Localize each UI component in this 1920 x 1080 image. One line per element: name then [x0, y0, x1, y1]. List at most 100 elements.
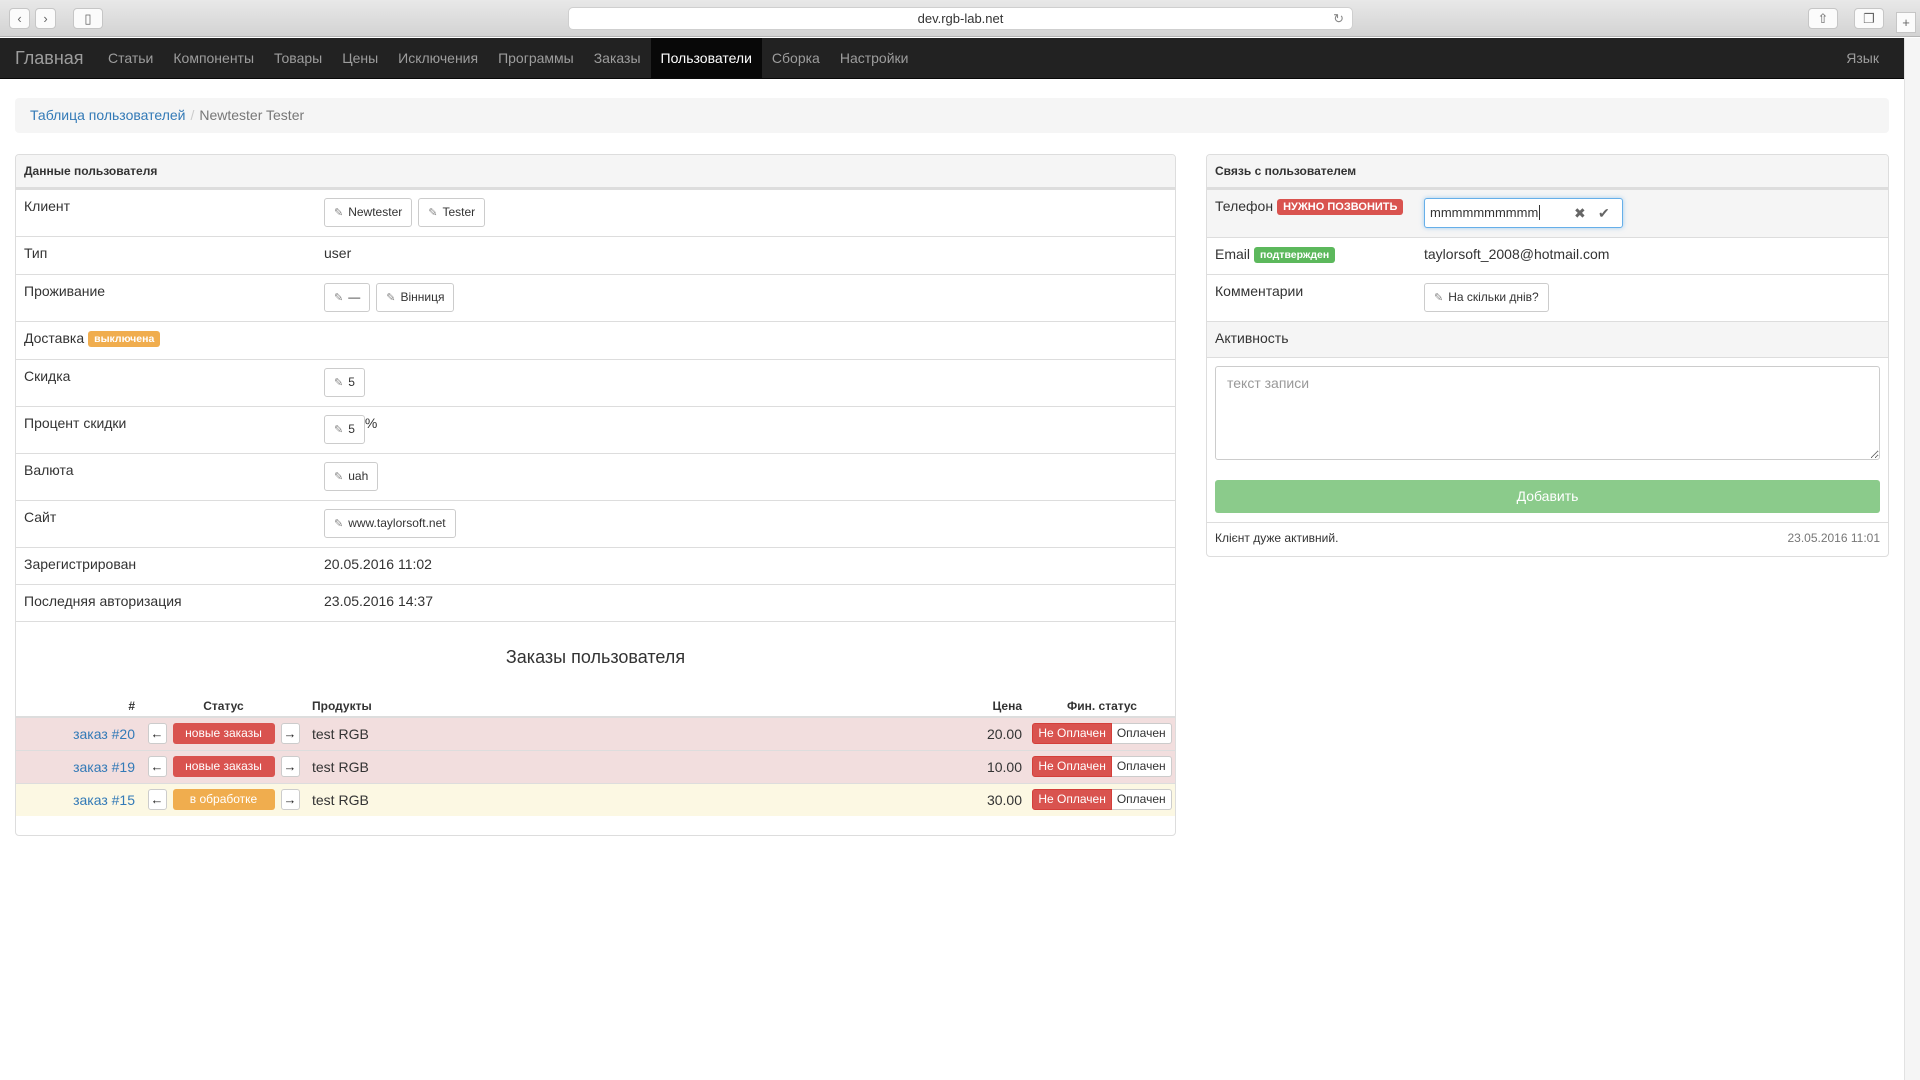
edit-country-button[interactable]: ✎ — — [324, 283, 371, 312]
back-button[interactable]: ‹ — [9, 8, 30, 29]
arrow-right-icon[interactable]: → — [280, 756, 300, 777]
order-link[interactable]: заказ #15 — [73, 791, 135, 808]
edit-discount-percent-button[interactable]: ✎ 5 — [324, 415, 365, 444]
email-verified-badge: подтвержден — [1254, 247, 1336, 263]
field-label: Проживание — [24, 283, 106, 299]
sidebar-toggle-icon[interactable]: ▯ — [73, 8, 103, 29]
nav-brand[interactable]: Главная — [15, 48, 84, 68]
order-link[interactable]: заказ #20 — [73, 725, 135, 742]
registered-value: 20.05.2016 11:02 — [324, 556, 432, 572]
breadcrumb-separator: / — [190, 107, 195, 123]
paid-button[interactable]: Оплачен — [1111, 789, 1172, 811]
row-site: Сайт ✎ www.taylorsoft.net — [16, 500, 1175, 547]
field-label: Зарегистрирован — [24, 556, 137, 572]
nav-item[interactable]: Заказы — [593, 50, 641, 66]
order-link[interactable]: заказ #19 — [73, 758, 135, 775]
col-num: # — [16, 695, 140, 718]
edit-currency-button[interactable]: ✎ uah — [324, 462, 379, 491]
field-label: Клиент — [24, 198, 71, 214]
nav-item[interactable]: Товары — [274, 50, 323, 66]
cancel-icon[interactable]: ✖ — [1574, 205, 1586, 221]
confirm-icon[interactable]: ✔ — [1598, 205, 1610, 221]
edit-comment-button[interactable]: ✎ На скільки днів? — [1424, 283, 1549, 312]
row-discount-percent: Процент скидки ✎ 5% — [16, 406, 1175, 453]
pencil-icon: ✎ — [334, 518, 344, 530]
arrow-right-icon[interactable]: → — [280, 723, 300, 745]
arrow-left-icon[interactable]: ← — [147, 756, 167, 777]
new-tab-icon[interactable]: + — [1896, 12, 1916, 33]
edit-first-name-button[interactable]: ✎ Newtester — [324, 198, 413, 227]
url-text: dev.rgb-lab.net — [917, 11, 1004, 26]
orders-title: Заказы пользователя — [505, 647, 686, 667]
address-bar[interactable]: dev.rgb-lab.net ↻ — [568, 7, 1353, 30]
nav-item[interactable]: Исключения — [398, 50, 479, 66]
nav-item[interactable]: Сборка — [771, 50, 820, 66]
arrow-left-icon[interactable]: ← — [147, 789, 167, 811]
row-registered: Зарегистрирован 20.05.2016 11:02 — [16, 547, 1175, 584]
field-label: Комментарии — [1215, 283, 1304, 299]
share-icon[interactable]: ⇧ — [1808, 8, 1838, 29]
status-badge[interactable]: новые заказы — [172, 723, 275, 745]
col-fin-status: Фин. статус — [1027, 695, 1175, 718]
col-status: Статус — [140, 695, 307, 718]
language-menu[interactable]: Язык — [1846, 50, 1879, 66]
forward-button[interactable]: › — [35, 8, 56, 29]
field-label: Сайт — [24, 509, 57, 525]
field-label: Телефон — [1215, 198, 1274, 214]
edit-last-name-button[interactable]: ✎ Tester — [418, 198, 486, 227]
price-cell: 30.00 — [927, 782, 1027, 816]
row-phone: Телефон НУЖНО ПОЗВОНИТЬ — [1207, 189, 1888, 237]
row-delivery: Доставка выключена — [16, 321, 1175, 359]
tabs-icon[interactable]: ❐ — [1854, 8, 1884, 29]
paid-button[interactable]: Оплачен — [1111, 756, 1172, 777]
edit-site-button[interactable]: ✎ www.taylorsoft.net — [324, 509, 456, 538]
add-activity-button[interactable]: Добавить — [1215, 480, 1880, 513]
panel-title: Данные пользователя — [16, 155, 1175, 189]
reload-icon[interactable]: ↻ — [1333, 11, 1344, 26]
phone-input[interactable]: mmmmmmmmmm ✖ ✔ — [1424, 198, 1623, 228]
table-row: заказ #19 ← новые заказы → test RGB 10.00 … — [16, 749, 1175, 783]
delivery-status-badge: выключена — [88, 331, 161, 347]
unpaid-button[interactable]: Не Оплачен — [1032, 723, 1112, 745]
row-discount: Скидка ✎ 5 — [16, 359, 1175, 406]
pencil-icon: ✎ — [334, 207, 344, 219]
nav-item-active[interactable]: Пользователи — [650, 38, 762, 79]
nav-menu: Статьи Компоненты Товары Цены Исключения… — [98, 38, 918, 79]
row-residence: Проживание ✎ — ✎ Вінниця — [16, 274, 1175, 321]
row-last-auth: Последняя авторизация 23.05.2016 14:37 — [16, 584, 1175, 622]
scrollbar[interactable] — [1904, 38, 1920, 1080]
field-label: Скидка — [24, 368, 71, 384]
breadcrumb-link[interactable]: Таблица пользователей — [30, 107, 186, 123]
paid-button[interactable]: Оплачен — [1111, 723, 1172, 745]
fin-status-toggle: Не Оплачен Оплачен — [1032, 723, 1172, 745]
unpaid-button[interactable]: Не Оплачен — [1032, 789, 1112, 811]
activity-textarea[interactable] — [1215, 366, 1880, 460]
percent-sign: % — [364, 415, 378, 431]
fin-status-toggle: Не Оплачен Оплачен — [1032, 756, 1172, 777]
status-badge[interactable]: в обработке — [172, 789, 275, 811]
nav-item[interactable]: Цены — [342, 50, 379, 66]
pencil-icon: ✎ — [334, 377, 344, 389]
activity-text: Клієнт дуже активний. — [1215, 531, 1339, 545]
product-cell: test RGB — [307, 749, 927, 783]
unpaid-button[interactable]: Не Оплачен — [1032, 756, 1112, 777]
pencil-icon: ✎ — [334, 292, 344, 304]
arrow-right-icon[interactable]: → — [280, 789, 300, 811]
orders-table: # Статус Продукты Цена Фин. статус заказ… — [16, 695, 1175, 816]
nav-item[interactable]: Компоненты — [173, 50, 255, 66]
activity-date: 23.05.2016 11:01 — [1787, 531, 1880, 545]
field-label: Процент скидки — [24, 415, 127, 431]
top-navbar: Главная Статьи Компоненты Товары Цены Ис… — [0, 38, 1904, 79]
nav-item[interactable]: Настройки — [839, 50, 909, 66]
edit-city-button[interactable]: ✎ Вінниця — [376, 283, 455, 312]
arrow-left-icon[interactable]: ← — [147, 723, 167, 745]
price-cell: 20.00 — [927, 716, 1027, 750]
row-client: Клиент ✎ Newtester ✎ Tester — [16, 189, 1175, 236]
nav-item[interactable]: Статьи — [108, 50, 154, 66]
user-data-panel: Данные пользователя Клиент ✎ Newtester ✎ Te… — [15, 154, 1176, 836]
breadcrumb: Таблица пользователей / Newtester Tester — [15, 98, 1889, 133]
edit-discount-button[interactable]: ✎ 5 — [324, 368, 365, 397]
table-row: заказ #15 ← в обработке → test RGB 30.00 Н… — [16, 782, 1175, 816]
status-badge[interactable]: новые заказы — [172, 756, 275, 777]
nav-item[interactable]: Программы — [498, 50, 574, 66]
